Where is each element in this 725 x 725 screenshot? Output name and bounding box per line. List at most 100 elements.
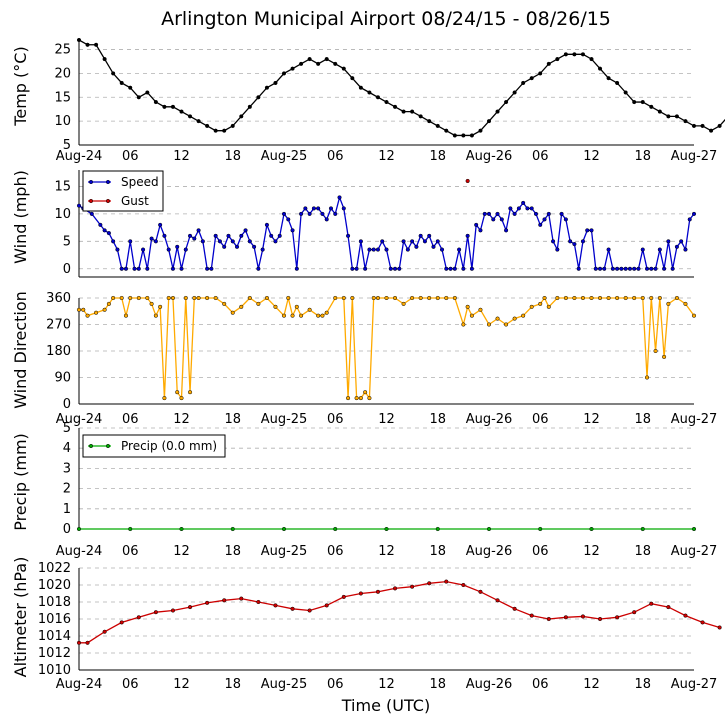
data-point xyxy=(209,266,214,271)
data-point xyxy=(76,307,82,312)
data-point xyxy=(427,233,432,238)
data-point xyxy=(281,71,287,76)
x-tick-label: 12 xyxy=(173,149,190,164)
data-point xyxy=(158,304,163,309)
legend-marker xyxy=(88,443,94,449)
data-point xyxy=(149,236,154,241)
data-point xyxy=(640,99,645,105)
data-point xyxy=(508,206,513,211)
data-point xyxy=(102,629,107,634)
data-point xyxy=(499,217,504,222)
data-point xyxy=(205,295,210,301)
data-point xyxy=(593,266,598,271)
data-point xyxy=(452,266,457,271)
data-point xyxy=(563,295,568,301)
data-point xyxy=(529,613,534,618)
data-point xyxy=(546,616,551,622)
data-point xyxy=(230,310,235,315)
data-point xyxy=(602,266,607,271)
data-point xyxy=(388,266,393,271)
data-point xyxy=(444,128,449,133)
x-tick-label: Aug-25 xyxy=(261,149,308,164)
data-point xyxy=(615,266,620,271)
data-point xyxy=(145,90,150,95)
data-point xyxy=(367,247,372,252)
data-point xyxy=(576,266,581,271)
data-point xyxy=(512,316,517,321)
data-point xyxy=(632,295,637,301)
data-point xyxy=(486,322,492,327)
data-point xyxy=(273,603,278,608)
data-point xyxy=(213,128,218,133)
data-point xyxy=(597,616,603,622)
x-tick-label: 06 xyxy=(327,149,344,164)
data-point xyxy=(226,233,231,238)
data-point xyxy=(597,66,603,71)
data-point xyxy=(461,322,466,327)
data-point xyxy=(649,104,654,109)
x-tick-label: Aug-27 xyxy=(671,412,718,427)
data-point xyxy=(465,233,470,238)
data-point xyxy=(320,211,325,216)
data-point xyxy=(401,109,406,114)
data-point xyxy=(717,123,722,128)
y-tick-label: 360 xyxy=(46,291,71,306)
data-point xyxy=(222,244,227,249)
data-point xyxy=(179,109,184,114)
data-point xyxy=(414,244,419,249)
x-tick-label: 06 xyxy=(327,412,344,427)
y-tick-label: 1020 xyxy=(38,578,71,593)
data-point xyxy=(76,526,82,532)
data-point xyxy=(311,206,316,211)
data-point xyxy=(256,95,261,100)
data-point xyxy=(623,266,628,271)
data-point xyxy=(175,390,180,395)
data-point xyxy=(264,295,269,301)
data-point xyxy=(435,123,440,128)
data-point xyxy=(691,211,697,216)
data-point xyxy=(333,295,338,301)
data-point xyxy=(375,95,381,100)
data-point xyxy=(375,295,381,301)
y-tick-label: 10 xyxy=(54,114,71,129)
x-tick-label: 06 xyxy=(327,544,344,559)
data-point xyxy=(299,211,304,216)
data-point xyxy=(401,301,406,306)
data-point xyxy=(102,307,107,312)
data-point xyxy=(538,222,543,227)
data-point xyxy=(555,247,560,252)
data-point xyxy=(290,66,295,71)
data-point xyxy=(657,109,662,114)
x-tick-label: 12 xyxy=(378,149,395,164)
data-point xyxy=(666,114,671,119)
data-point xyxy=(222,598,227,603)
data-point xyxy=(273,80,278,86)
data-point xyxy=(691,123,697,128)
x-tick-label: 06 xyxy=(327,677,344,692)
y-tick-label: 1014 xyxy=(38,629,71,644)
data-point xyxy=(666,239,671,244)
x-tick-label: 18 xyxy=(634,149,651,164)
data-point xyxy=(444,266,449,271)
ylabel-wind-direction: Wind Direction xyxy=(11,291,30,409)
data-point xyxy=(623,295,628,301)
data-point xyxy=(294,304,299,309)
data-point xyxy=(662,266,667,271)
data-point xyxy=(691,313,697,318)
x-tick-label: 12 xyxy=(378,544,395,559)
data-point xyxy=(222,128,227,133)
y-tick-label: 2 xyxy=(63,482,71,497)
data-point xyxy=(111,71,116,76)
data-point xyxy=(89,211,94,216)
y-tick-label: 1018 xyxy=(38,595,71,610)
x-tick-label: 18 xyxy=(429,149,446,164)
data-point xyxy=(538,71,543,76)
x-tick-label: Aug-25 xyxy=(261,412,308,427)
data-point xyxy=(119,295,124,301)
data-point xyxy=(392,266,398,271)
data-point xyxy=(683,119,688,124)
data-point xyxy=(307,211,312,216)
data-point xyxy=(504,228,509,233)
data-point xyxy=(572,242,577,247)
data-point xyxy=(461,582,466,588)
